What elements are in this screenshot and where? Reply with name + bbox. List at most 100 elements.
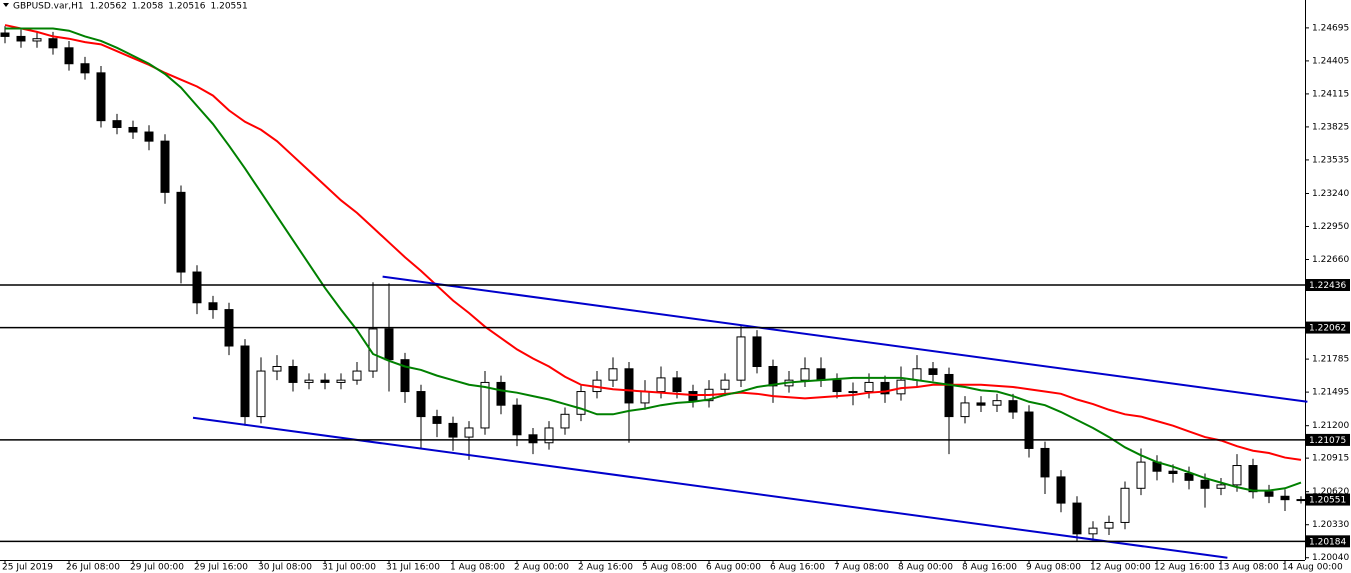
trendline [382, 275, 1308, 403]
x-tick-label: 29 Jul 00:00 [130, 563, 184, 573]
candle-body [64, 47, 74, 65]
candle-body [1248, 465, 1258, 493]
candle-body [432, 416, 442, 424]
x-tick-label: 6 Aug 00:00 [706, 563, 761, 573]
candle-body [368, 328, 378, 372]
candle-body [192, 271, 202, 304]
x-tick-label: 29 Jul 16:00 [194, 563, 248, 573]
candle-body [16, 35, 26, 42]
candle-body [96, 72, 106, 122]
y-tick-label: 1.20040 [1312, 553, 1349, 563]
candle-body [720, 379, 730, 390]
candle-body [1024, 411, 1034, 449]
x-tick-label: 25 Jul 2019 [2, 563, 53, 573]
candle-body [384, 328, 394, 361]
candle-body [880, 381, 890, 395]
y-tick-label: 1.23535 [1312, 155, 1349, 165]
candle-body [128, 126, 138, 133]
candle-body [528, 434, 538, 444]
candle-body [176, 191, 186, 273]
x-tick-label: 2 Aug 16:00 [578, 563, 633, 573]
candle-body [272, 366, 282, 372]
candle-body [1008, 400, 1018, 413]
x-tick-label: 12 Aug 00:00 [1090, 563, 1151, 573]
candle-body [1184, 472, 1194, 481]
candle-body [864, 381, 874, 393]
level-label-box [1306, 535, 1350, 548]
x-tick-label: 31 Jul 00:00 [322, 563, 376, 573]
x-tick-label: 26 Jul 08:00 [66, 563, 120, 573]
y-tick-label: 1.21200 [1312, 421, 1349, 431]
candle-body [496, 381, 506, 406]
candle-body [624, 368, 634, 404]
y-tick-label: 1.23825 [1312, 122, 1349, 132]
x-tick-label: 5 Aug 08:00 [642, 563, 697, 573]
level-label: 1.22436 [1309, 281, 1346, 291]
candle-body [736, 336, 746, 381]
level-label: 1.20184 [1309, 537, 1346, 547]
candle-body [848, 391, 858, 394]
candle-body [960, 402, 970, 418]
candle-body [48, 38, 58, 49]
header-price: 1.20551 [211, 2, 248, 12]
candle-body [0, 32, 10, 37]
y-tick-label: 1.21495 [1312, 388, 1349, 398]
candle-body [80, 63, 90, 74]
candle-body [320, 379, 330, 383]
x-tick-label: 8 Aug 00:00 [898, 563, 953, 573]
candle-body [1232, 465, 1242, 486]
candle-body [560, 413, 570, 429]
moving-average [5, 27, 1302, 492]
x-tick-label: 2 Aug 00:00 [514, 563, 569, 573]
y-tick-label: 1.20915 [1312, 454, 1349, 464]
level-label-box [1306, 321, 1350, 334]
symbol: GBPUSD.var,H1 [13, 2, 84, 12]
candle-body [1088, 527, 1098, 535]
candle-body [1280, 495, 1290, 501]
x-tick-label: 12 Aug 16:00 [1154, 563, 1215, 573]
y-tick-label: 1.22950 [1312, 222, 1349, 232]
candle-body [160, 140, 170, 193]
candle-body [688, 391, 698, 402]
candle-body [656, 377, 666, 393]
menu-arrow [3, 3, 9, 7]
x-tick-label: 8 Aug 16:00 [962, 563, 1017, 573]
candle-body [800, 368, 810, 381]
candle-body [928, 368, 938, 375]
candle-body [752, 336, 762, 368]
candle-body [544, 427, 554, 444]
candle-body [1216, 484, 1226, 489]
candle-body [144, 131, 154, 142]
candle-body [1040, 447, 1050, 478]
candle-body [464, 427, 474, 438]
x-tick-label: 6 Aug 16:00 [770, 563, 825, 573]
candle-body [1072, 502, 1082, 535]
level-label-box [1306, 279, 1350, 292]
level-label: 1.22062 [1309, 324, 1346, 334]
candle-body [352, 370, 362, 381]
x-tick-label: 30 Jul 08:00 [258, 563, 312, 573]
candle-body [1200, 479, 1210, 489]
candle-body [1296, 499, 1306, 502]
candle-body [288, 366, 298, 383]
plot-area [0, 24, 1308, 559]
candle-body [912, 368, 922, 381]
candle-body [1056, 476, 1066, 504]
candle-body [256, 370, 266, 418]
candle-body [1168, 470, 1178, 474]
level-label: 1.21075 [1309, 436, 1346, 446]
x-tick-label: 31 Jul 16:00 [386, 563, 440, 573]
candle-body [1264, 491, 1274, 497]
y-tick-label: 1.21785 [1312, 355, 1349, 365]
candle-body [944, 373, 954, 418]
candle-body [240, 345, 250, 418]
header-price: 1.20562 [90, 2, 127, 12]
candle-body [1120, 487, 1130, 523]
y-tick-label: 1.22660 [1312, 255, 1349, 265]
level-label-box [1306, 433, 1350, 446]
candle-body [672, 377, 682, 393]
candle-body [832, 379, 842, 393]
y-tick-label: 1.24405 [1312, 56, 1349, 66]
header-price: 1.20516 [168, 2, 205, 12]
